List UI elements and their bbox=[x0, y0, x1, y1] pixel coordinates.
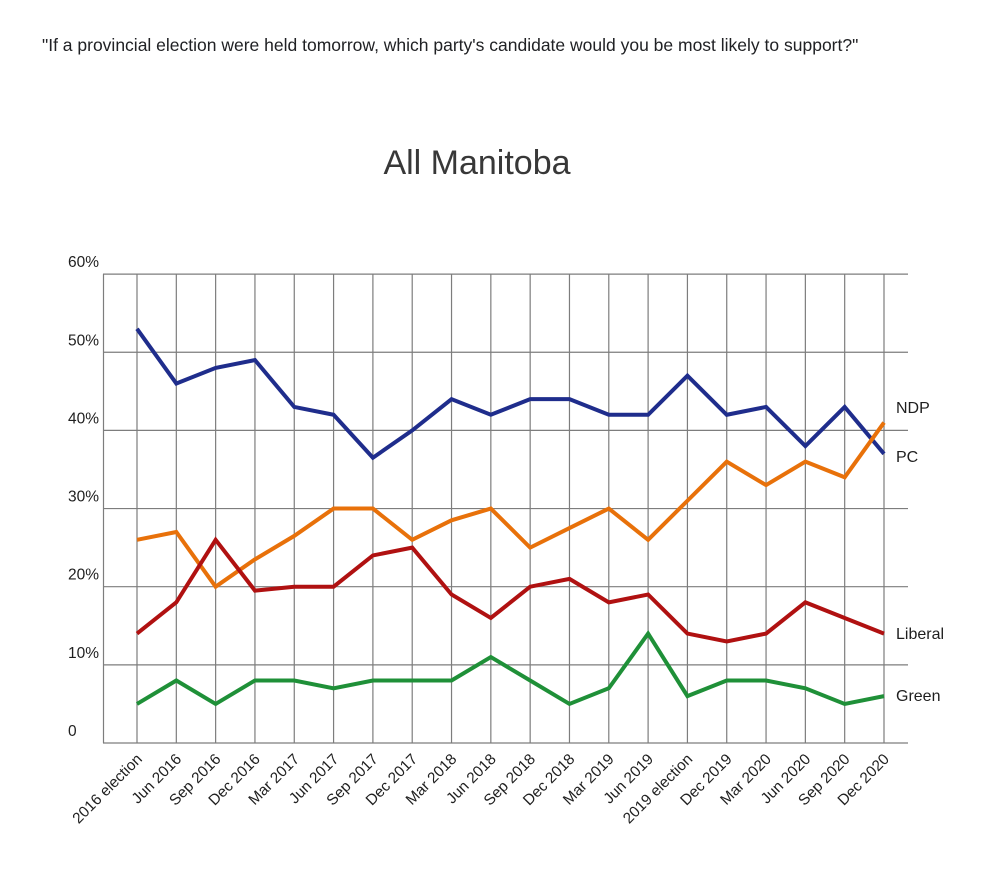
series-label-ndp: NDP bbox=[896, 400, 930, 417]
chart-title: All Manitoba bbox=[383, 144, 571, 182]
survey-question-text: "If a provincial election were held tomo… bbox=[42, 35, 859, 55]
y-tick-label: 30% bbox=[68, 489, 99, 506]
y-tick-label: 60% bbox=[68, 254, 99, 271]
series-line-pc bbox=[135, 327, 886, 461]
y-tick-label: 0 bbox=[68, 723, 77, 740]
series-label-green: Green bbox=[896, 688, 940, 705]
series-label-pc: PC bbox=[896, 449, 918, 466]
y-tick-label: 10% bbox=[68, 645, 99, 662]
y-tick-label: 40% bbox=[68, 410, 99, 427]
series-line-liberal bbox=[135, 536, 885, 644]
series-line-ndp bbox=[136, 421, 886, 590]
y-tick-label: 20% bbox=[68, 567, 99, 584]
series-label-liberal: Liberal bbox=[896, 626, 944, 643]
y-tick-label: 50% bbox=[68, 332, 99, 349]
series-line-green bbox=[135, 630, 885, 707]
